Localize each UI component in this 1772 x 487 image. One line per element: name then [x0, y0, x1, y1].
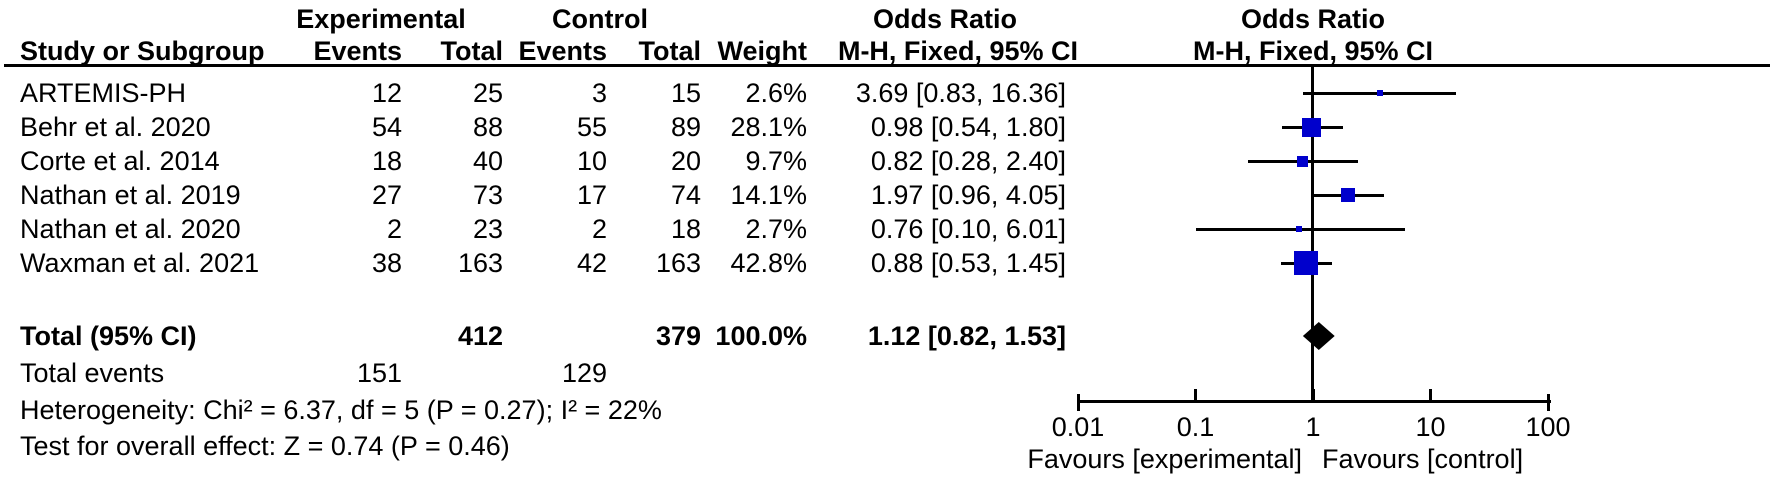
axis-tick-label: 1 [1305, 412, 1321, 442]
total-experimental-cell: 88 [472, 112, 503, 142]
study-name: Nathan et al. 2020 [20, 214, 241, 244]
odds-ratio-marker [1376, 90, 1383, 96]
events-experimental-cell: 27 [371, 180, 402, 210]
total-control-total: 379 [655, 321, 701, 351]
ci-text-cell: 0.88 [0.53, 1.45] [870, 248, 1066, 278]
total-control-cell: 20 [670, 146, 701, 176]
group-header-experimental: Experimental [296, 4, 466, 34]
study-name: ARTEMIS-PH [20, 78, 187, 108]
total-events-experimental: 151 [356, 358, 402, 388]
odds-ratio-marker [1340, 188, 1355, 202]
study-name: Corte et al. 2014 [20, 146, 220, 176]
col-header-mh-ci-plot: M-H, Fixed, 95% CI [1192, 36, 1434, 66]
total-control-cell: 18 [670, 214, 701, 244]
total-diamond [1302, 322, 1335, 350]
weight-cell: 28.1% [730, 112, 807, 142]
total-row-label: Total (95% CI) [20, 321, 197, 351]
events-control-cell: 10 [576, 146, 607, 176]
axis-tick [1076, 394, 1080, 411]
ci-text-cell: 0.76 [0.10, 6.01] [870, 214, 1066, 244]
total-control-cell: 15 [670, 78, 701, 108]
odds-ratio-marker [1297, 155, 1309, 167]
axis-tick [1546, 394, 1550, 411]
weight-cell: 9.7% [745, 146, 807, 176]
favours-control-label: Favours [control] [1322, 444, 1524, 474]
total-experimental-total: 412 [457, 321, 503, 351]
axis-tick [1194, 389, 1197, 402]
odds-ratio-marker [1295, 226, 1302, 232]
odds-ratio-marker [1294, 251, 1319, 275]
events-experimental-cell: 2 [386, 214, 402, 244]
total-experimental-cell: 25 [472, 78, 503, 108]
weight-cell: 2.7% [745, 214, 807, 244]
events-control-cell: 42 [576, 248, 607, 278]
total-control-cell: 163 [655, 248, 701, 278]
col-header-total-control: Total [638, 36, 702, 66]
x-axis-line [1078, 400, 1551, 403]
odds-ratio-marker [1302, 117, 1322, 137]
ci-text-cell: 3.69 [0.83, 16.36] [855, 78, 1066, 108]
axis-tick-label: 0.1 [1176, 412, 1215, 442]
study-name: Nathan et al. 2019 [20, 180, 241, 210]
overall-effect-text: Test for overall effect: Z = 0.74 (P = 0… [20, 431, 510, 461]
events-experimental-cell: 38 [371, 248, 402, 278]
ci-text-cell: 0.98 [0.54, 1.80] [870, 112, 1066, 142]
col-header-weight: Weight [717, 36, 808, 66]
axis-tick-label: 0.01 [1051, 412, 1105, 442]
group-header-odds-ratio-plot: Odds Ratio [1240, 4, 1386, 34]
group-header-odds-ratio-text: Odds Ratio [872, 4, 1018, 34]
col-header-events-experimental: Events [313, 36, 402, 66]
total-weight: 100.0% [715, 321, 807, 351]
col-header-events-control: Events [518, 36, 607, 66]
study-name: Waxman et al. 2021 [20, 248, 260, 278]
events-experimental-cell: 54 [371, 112, 402, 142]
ci-text-cell: 0.82 [0.28, 2.40] [870, 146, 1066, 176]
total-control-cell: 89 [670, 112, 701, 142]
heterogeneity-text: Heterogeneity: Chi² = 6.37, df = 5 (P = … [20, 395, 662, 425]
favours-experimental-label: Favours [experimental] [1027, 444, 1302, 474]
events-control-cell: 17 [576, 180, 607, 210]
col-header-study: Study or Subgroup [20, 36, 265, 66]
total-experimental-cell: 23 [472, 214, 503, 244]
events-control-cell: 3 [591, 78, 607, 108]
ci-text-cell: 1.97 [0.96, 4.05] [870, 180, 1066, 210]
events-experimental-cell: 12 [371, 78, 402, 108]
total-experimental-cell: 40 [472, 146, 503, 176]
group-header-control: Control [552, 4, 648, 34]
total-control-cell: 74 [670, 180, 701, 210]
axis-tick-label: 100 [1525, 412, 1571, 442]
weight-cell: 42.8% [730, 248, 807, 278]
axis-tick-label: 10 [1415, 412, 1446, 442]
events-control-cell: 2 [591, 214, 607, 244]
total-experimental-cell: 73 [472, 180, 503, 210]
weight-cell: 2.6% [745, 78, 807, 108]
header-rule [4, 64, 1770, 67]
events-control-cell: 55 [576, 112, 607, 142]
weight-cell: 14.1% [730, 180, 807, 210]
no-effect-line [1311, 66, 1314, 402]
study-name: Behr et al. 2020 [20, 112, 211, 142]
axis-tick [1429, 389, 1432, 402]
events-experimental-cell: 18 [371, 146, 402, 176]
col-header-mh-ci-text: M-H, Fixed, 95% CI [837, 36, 1078, 66]
total-events-label: Total events [20, 358, 165, 388]
total-events-control: 129 [561, 358, 607, 388]
total-experimental-cell: 163 [457, 248, 503, 278]
axis-tick [1311, 389, 1315, 402]
col-header-total-experimental: Total [440, 36, 504, 66]
total-ci-text: 1.12 [0.82, 1.53] [867, 321, 1066, 351]
